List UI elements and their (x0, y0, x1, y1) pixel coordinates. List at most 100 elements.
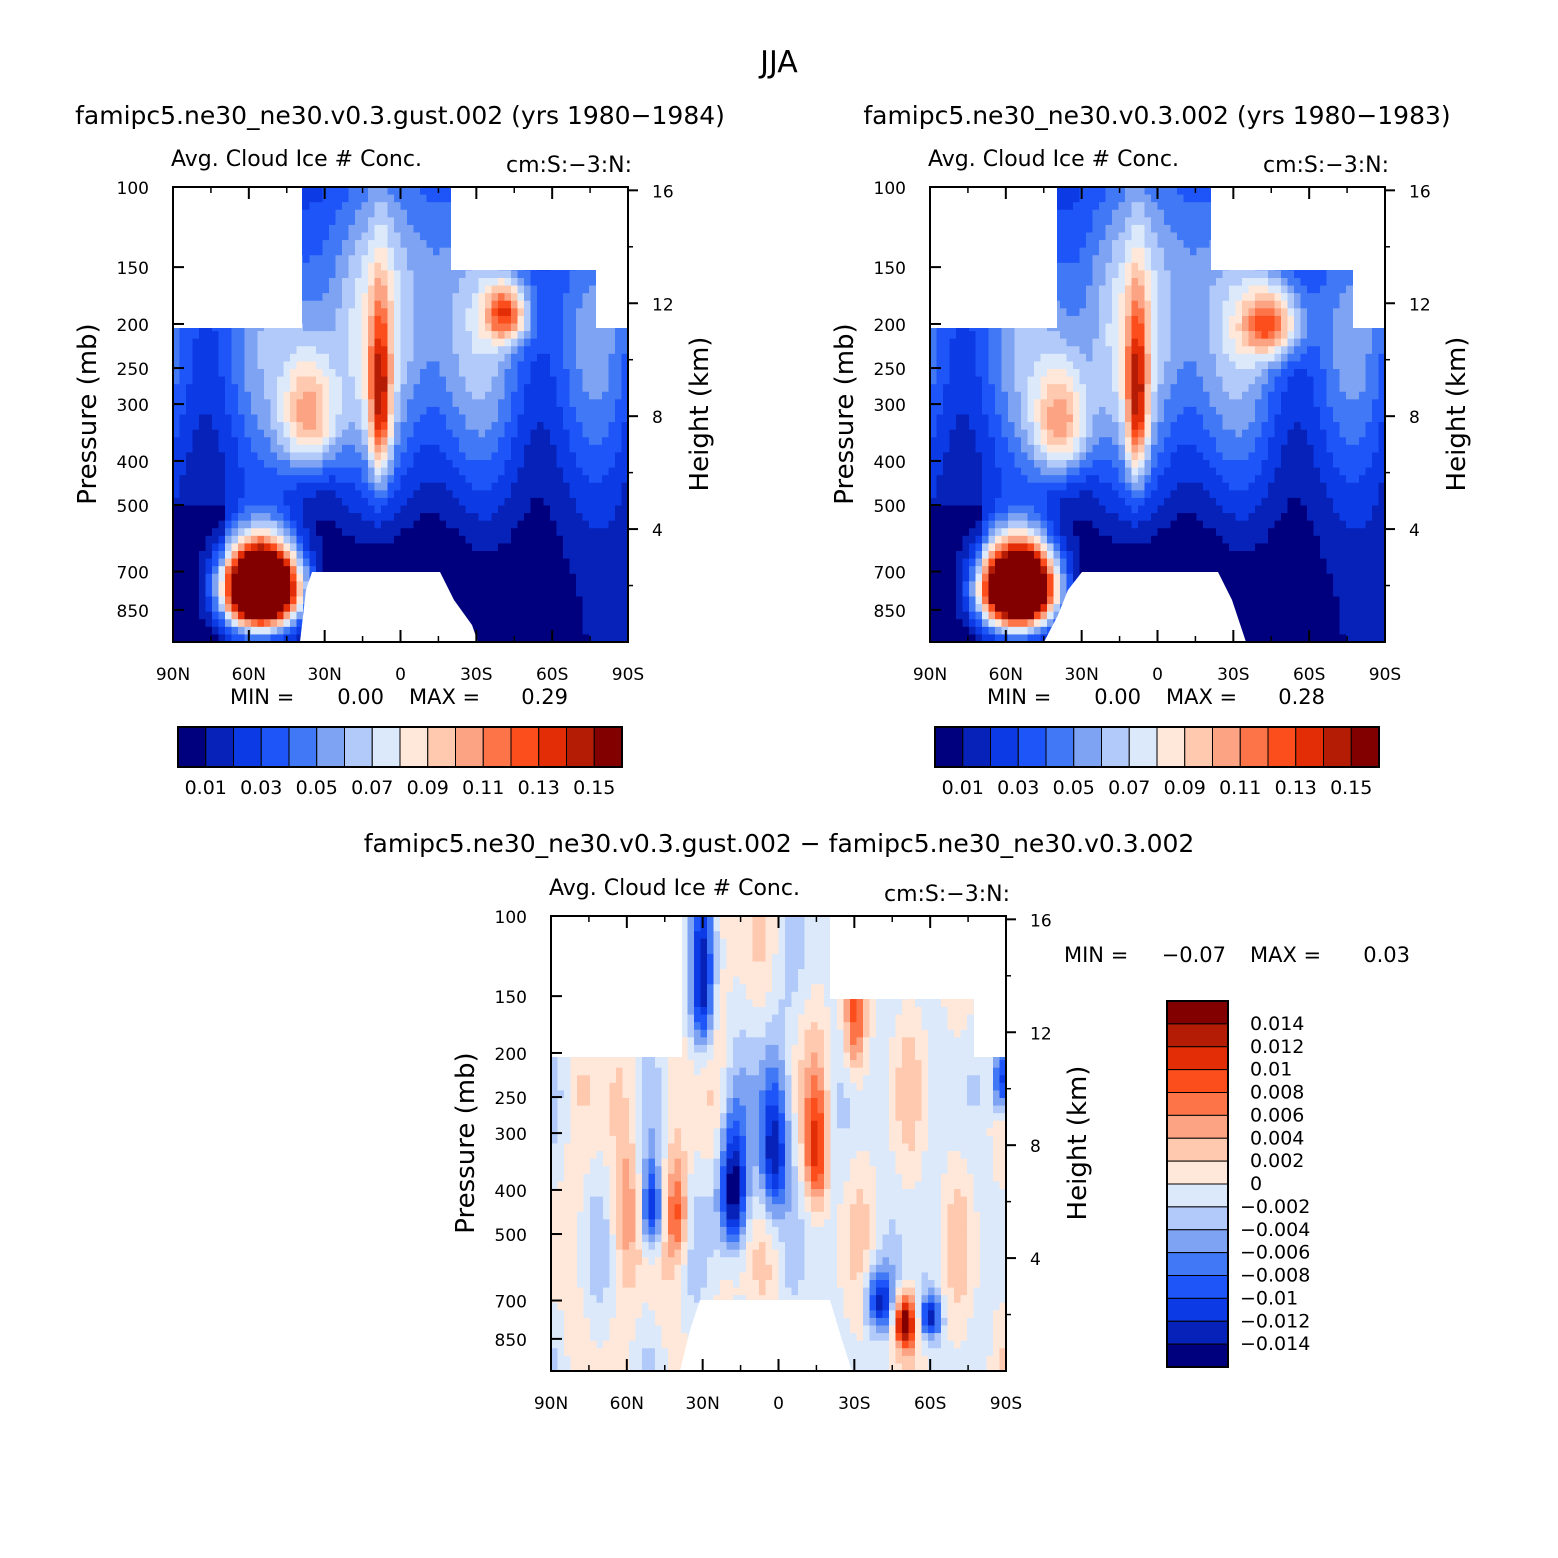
field-cell (589, 535, 597, 545)
field-cell (277, 551, 285, 560)
field-cell (537, 588, 545, 598)
field-cell (381, 202, 389, 211)
field-cell (426, 475, 434, 484)
field-cell (465, 369, 473, 378)
field-cell (491, 285, 499, 294)
field-cell (602, 535, 610, 545)
field-cell (257, 437, 265, 446)
field-cell (381, 293, 389, 302)
field-cell (218, 444, 226, 454)
field-cell (387, 437, 395, 446)
field-cell (930, 573, 938, 582)
field-cell (433, 300, 441, 309)
field-cell (192, 444, 200, 454)
field-cell (303, 391, 311, 400)
field-cell (550, 611, 558, 620)
field-cell (335, 467, 343, 476)
field-cell (439, 543, 447, 552)
field-cell (465, 278, 473, 287)
field-cell (511, 588, 519, 598)
field-cell (355, 262, 363, 272)
field-cell (589, 558, 597, 567)
field-cell (238, 535, 246, 545)
field-cell (602, 566, 610, 575)
field-cell (537, 444, 545, 454)
field-cell (179, 452, 187, 461)
field-cell (277, 437, 285, 446)
field-cell (556, 490, 564, 499)
field-cell (498, 573, 506, 582)
field-cell (589, 596, 597, 605)
field-cell (309, 437, 317, 446)
field-cell (368, 513, 376, 522)
field-cell (975, 520, 983, 529)
field-cell (582, 566, 590, 575)
field-cell (433, 558, 441, 567)
field-cell (368, 346, 376, 355)
field-cell (569, 497, 577, 507)
field-cell (569, 391, 577, 400)
field-cell (218, 376, 226, 385)
panel-b-title: famipc5.ne30_ne30.v0.3.002 (yrs 1980−198… (863, 101, 1450, 130)
field-cell (309, 528, 317, 537)
field-cell (478, 611, 486, 620)
field-cell (988, 513, 996, 522)
field-cell (212, 384, 220, 393)
field-cell (621, 619, 628, 628)
field-cell (969, 619, 977, 628)
field-cell (309, 543, 317, 552)
field-cell (329, 399, 337, 408)
field-cell (283, 353, 291, 363)
field-cell (374, 187, 382, 196)
field-cell (524, 596, 532, 605)
field-cell (602, 513, 610, 522)
field-cell (316, 444, 324, 454)
field-cell (316, 202, 324, 211)
field-cell (524, 300, 532, 309)
field-cell (283, 399, 291, 408)
field-cell (270, 588, 278, 598)
field-cell (413, 475, 421, 484)
field-cell (969, 551, 977, 560)
field-cell (329, 232, 337, 241)
field-cell (264, 444, 272, 454)
field-cell (283, 604, 291, 613)
field-cell (615, 338, 623, 347)
field-cell (173, 543, 181, 552)
field-cell (231, 482, 239, 491)
field-cell (556, 278, 564, 287)
field-cell (504, 452, 512, 461)
field-cell (962, 490, 970, 499)
field-cell (374, 323, 382, 332)
field-cell (615, 551, 623, 560)
field-cell (400, 308, 408, 317)
field-cell (930, 346, 938, 355)
field-cell (394, 194, 402, 203)
field-cell (335, 270, 343, 279)
field-cell (465, 551, 473, 560)
field-cell (969, 581, 977, 590)
field-cell (498, 406, 506, 416)
field-cell (270, 422, 278, 431)
field-cell (394, 262, 402, 272)
field-cell (218, 611, 226, 620)
field-cell (329, 346, 337, 355)
field-cell (563, 596, 571, 605)
field-cell (943, 353, 951, 363)
field-cell (296, 581, 304, 590)
field-cell (303, 384, 311, 393)
field-cell (199, 604, 207, 613)
field-cell (472, 596, 480, 605)
field-cell (277, 490, 285, 499)
field-cell (179, 346, 187, 355)
field-cell (472, 353, 480, 363)
field-cell (969, 384, 977, 393)
field-cell (602, 596, 610, 605)
field-cell (374, 353, 382, 363)
field-cell (433, 194, 441, 203)
field-cell (569, 452, 577, 461)
field-cell (621, 604, 628, 613)
field-cell (537, 490, 545, 499)
field-cell (491, 634, 499, 642)
field-cell (491, 558, 499, 567)
